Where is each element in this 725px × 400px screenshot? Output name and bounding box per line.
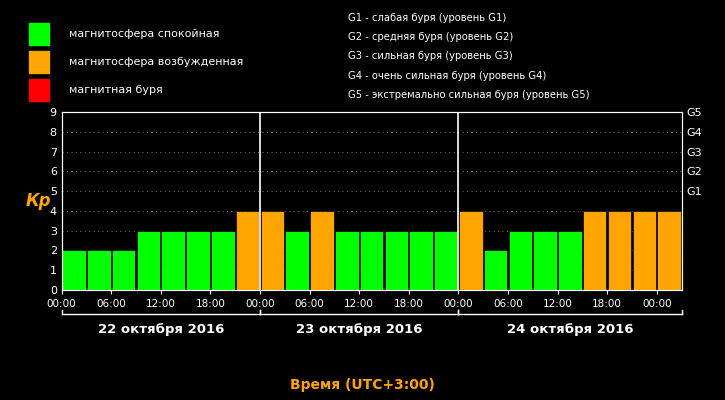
Bar: [484, 250, 508, 290]
Text: G2 - средняя буря (уровень G2): G2 - средняя буря (уровень G2): [348, 32, 513, 42]
Bar: [583, 211, 607, 290]
Text: G3 - сильная буря (уровень G3): G3 - сильная буря (уровень G3): [348, 51, 513, 61]
Text: магнитосфера возбужденная: магнитосфера возбужденная: [69, 57, 244, 67]
Text: магнитосфера спокойная: магнитосфера спокойная: [69, 29, 220, 39]
Text: магнитная буря: магнитная буря: [69, 85, 162, 95]
Text: G5 - экстремально сильная буря (уровень G5): G5 - экстремально сильная буря (уровень …: [348, 90, 589, 100]
Bar: [459, 211, 483, 290]
Bar: [87, 250, 111, 290]
Bar: [508, 231, 532, 290]
Bar: [211, 231, 235, 290]
Bar: [236, 211, 260, 290]
Text: G4 - очень сильная буря (уровень G4): G4 - очень сильная буря (уровень G4): [348, 70, 546, 81]
Bar: [136, 231, 160, 290]
Bar: [62, 250, 86, 290]
Bar: [310, 211, 334, 290]
Bar: [658, 211, 681, 290]
Bar: [384, 231, 408, 290]
Y-axis label: Кр: Кр: [26, 192, 51, 210]
Text: 24 октября 2016: 24 октября 2016: [507, 324, 633, 336]
Bar: [335, 231, 359, 290]
Bar: [534, 231, 557, 290]
Bar: [434, 231, 457, 290]
Bar: [558, 231, 581, 290]
Bar: [186, 231, 210, 290]
Bar: [260, 211, 284, 290]
Text: Время (UTC+3:00): Время (UTC+3:00): [290, 378, 435, 392]
Bar: [162, 231, 185, 290]
Bar: [286, 231, 309, 290]
Text: 23 октября 2016: 23 октября 2016: [296, 324, 423, 336]
Bar: [608, 211, 631, 290]
Bar: [632, 211, 656, 290]
Text: G1 - слабая буря (уровень G1): G1 - слабая буря (уровень G1): [348, 13, 506, 23]
Bar: [112, 250, 136, 290]
Bar: [360, 231, 384, 290]
Text: 22 октября 2016: 22 октября 2016: [98, 324, 224, 336]
Bar: [410, 231, 433, 290]
